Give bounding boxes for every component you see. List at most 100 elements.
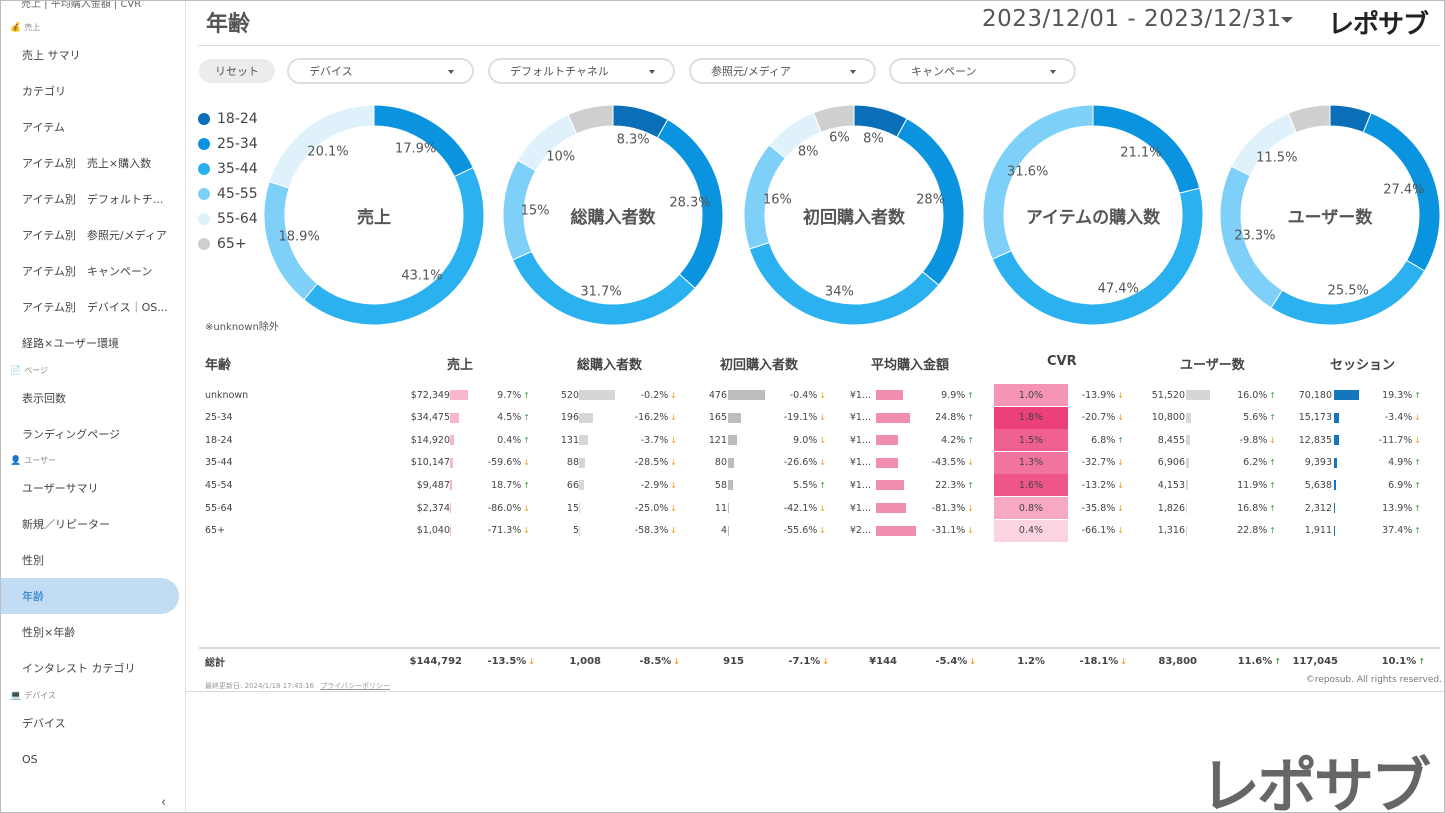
change-text: -18.1% xyxy=(1079,655,1119,667)
sidebar-item[interactable]: デバイス xyxy=(22,717,66,730)
age-label: 65+ xyxy=(205,525,226,537)
donut-chart: 売上 17.9% 43.1% 18.9% 20.1% xyxy=(264,105,484,325)
column-header[interactable]: 初回購入者数 xyxy=(720,358,799,373)
column-header[interactable]: ユーザー数 xyxy=(1180,358,1245,373)
table-row[interactable]: unknown $72,349 9.7% ↑ 520 -0.2% ↓ 476 -0.4% ↓ ¥1.… xyxy=(199,384,1440,406)
sales-change: -86.0% ↓ xyxy=(460,497,530,519)
sidebar-item[interactable]: アイテム別 キャンペーン xyxy=(22,265,153,278)
table-row[interactable]: 45-54 $9,487 18.7% ↑ 66 -2.9% ↓ 58 5.5% ↑ ¥1... 22.… xyxy=(199,474,1440,497)
first-bar xyxy=(728,503,729,513)
sidebar-item[interactable]: アイテム別 デバイス｜OS... xyxy=(22,301,168,314)
age-label: 35-44 xyxy=(205,457,233,469)
sidebar-item[interactable]: インタレスト カテゴリ xyxy=(22,662,136,675)
sidebar-item[interactable]: ランディングページ xyxy=(22,428,121,441)
donut-title: 総購入者数 xyxy=(570,207,656,228)
donut-slice[interactable] xyxy=(983,105,1094,260)
legend-label: 25-34 xyxy=(217,135,258,152)
table-row[interactable]: 65+ $1,040 -71.3% ↓ 5 -58.3% ↓ 4 -55.6% ↓ ¥2... -31… xyxy=(199,519,1440,542)
arrow-down-icon: ↓ xyxy=(1117,458,1124,468)
sidebar-item[interactable]: アイテム別 デフォルトチ... xyxy=(22,193,164,206)
users-change: 11.6% ↑ xyxy=(1211,650,1281,672)
sidebar-item[interactable]: アイテム別 参照元/メディア xyxy=(22,229,167,242)
filter-dropdown[interactable]: デバイス xyxy=(287,58,474,84)
legend-item[interactable]: 55-64 xyxy=(198,206,258,231)
sales-value: $72,349 xyxy=(410,389,450,401)
caret-down-icon[interactable] xyxy=(1281,17,1293,23)
sales-bar xyxy=(450,480,453,491)
change-text: 22.8% xyxy=(1237,525,1268,537)
column-header[interactable]: 平均購入金額 xyxy=(871,358,950,373)
sidebar-item[interactable]: 性別 xyxy=(22,554,44,567)
column-header[interactable]: 総購入者数 xyxy=(577,358,643,373)
users-value: 8,455 xyxy=(1157,434,1185,446)
change-text: -66.1% xyxy=(1081,525,1116,537)
sidebar-item[interactable]: 性別×年齢 xyxy=(22,626,76,639)
date-range-picker[interactable]: 2023/12/01 - 2023/12/31 xyxy=(982,6,1282,32)
users-value: 1,316 xyxy=(1157,525,1185,537)
column-header[interactable]: 年齢 xyxy=(205,358,232,373)
filter-dropdown[interactable]: デフォルトチャネル xyxy=(488,58,675,84)
arrow-up-icon: ↑ xyxy=(967,390,974,400)
donut-slice[interactable] xyxy=(812,105,855,133)
reset-button[interactable]: リセット xyxy=(199,59,275,83)
arrow-down-icon: ↓ xyxy=(819,503,826,513)
arrow-down-icon: ↓ xyxy=(670,503,677,513)
arrow-up-icon: ↑ xyxy=(967,435,974,445)
buyers-change: -3.7% ↓ xyxy=(607,429,677,451)
legend-item[interactable]: 18-24 xyxy=(198,106,258,131)
buyers-change: -0.2% ↓ xyxy=(607,384,677,406)
buyers-value: 66 xyxy=(566,479,579,491)
first-bar xyxy=(728,435,738,446)
first-value: 58 xyxy=(714,479,727,491)
privacy-policy-link[interactable]: プライバシーポリシー xyxy=(320,682,391,690)
filter-label: キャンペーン xyxy=(911,65,977,78)
users-change: 6.2% ↑ xyxy=(1206,452,1276,474)
arrow-down-icon: ↓ xyxy=(1269,435,1276,445)
donut-percent-label: 28% xyxy=(916,192,946,208)
sessions-value: 2,312 xyxy=(1304,502,1332,514)
sidebar-item[interactable]: 表示回数 xyxy=(22,392,66,405)
legend-item[interactable]: 35-44 xyxy=(198,156,258,181)
sales-change: 9.7% ↑ xyxy=(460,384,530,406)
cvr-change: -20.7% ↓ xyxy=(1054,407,1124,429)
arrow-down-icon: ↓ xyxy=(523,458,530,468)
donut-slice[interactable] xyxy=(1287,105,1331,134)
table-row[interactable]: 35-44 $10,147 -59.6% ↓ 88 -28.5% ↓ 80 -26.6% ↓ ¥1.… xyxy=(199,451,1440,474)
change-text: -26.6% xyxy=(783,457,818,469)
filter-dropdown[interactable]: キャンペーン xyxy=(889,58,1076,84)
sidebar-item[interactable]: 売上 サマリ xyxy=(22,49,81,62)
sidebar-item[interactable]: カテゴリ xyxy=(22,85,66,98)
sidebar-cut-item[interactable]: 売上 | 平均購入金額 | CVR xyxy=(21,1,142,10)
table-row[interactable]: 18-24 $14,920 0.4% ↑ 131 -3.7% ↓ 121 9.0% ↓ ¥1... 4… xyxy=(199,429,1440,452)
sidebar-item[interactable]: アイテム別 売上×購入数 xyxy=(22,157,152,170)
sidebar-section-label: ページ xyxy=(24,366,49,375)
sidebar-item[interactable]: アイテム xyxy=(22,121,65,134)
table-row[interactable]: 55-64 $2,374 -86.0% ↓ 15 -25.0% ↓ 11 -42.1% ↓ ¥1..… xyxy=(199,497,1440,519)
table-row[interactable]: 25-34 $34,475 4.5% ↑ 196 -16.2% ↓ 165 -19.1% ↓ ¥1.… xyxy=(199,406,1440,429)
arrow-up-icon: ↑ xyxy=(523,480,530,490)
column-header[interactable]: セッション xyxy=(1330,358,1396,373)
cvr-value: 1.6% xyxy=(994,474,1068,497)
sales-bar xyxy=(450,457,453,468)
sidebar-item[interactable]: 経路×ユーザー環境 xyxy=(22,337,119,350)
change-text: -13.2% xyxy=(1081,479,1116,491)
column-header[interactable]: 売上 xyxy=(447,358,474,373)
legend-item[interactable]: 25-34 xyxy=(198,131,258,156)
sidebar-item[interactable]: 新規／リピーター xyxy=(22,518,110,531)
age-label: 18-24 xyxy=(205,434,233,446)
sidebar-collapse-icon[interactable]: ‹ xyxy=(161,795,167,810)
legend-item[interactable]: 65+ xyxy=(198,231,258,256)
avg-bar xyxy=(876,390,903,400)
donut-slice[interactable] xyxy=(567,105,614,135)
avg-value: ¥1... xyxy=(849,412,871,424)
legend-item[interactable]: 45-55 xyxy=(198,181,258,206)
column-header[interactable]: CVR xyxy=(1047,354,1077,369)
sidebar-item[interactable]: OS xyxy=(22,752,38,766)
filter-dropdown[interactable]: 参照元/メディア xyxy=(689,58,876,84)
sidebar-item[interactable]: ユーザーサマリ xyxy=(22,482,99,495)
donut-slice[interactable] xyxy=(268,105,375,189)
donut-percent-label: 18.9% xyxy=(278,229,320,245)
donut-percent-label: 23.3% xyxy=(1234,228,1276,244)
change-text: -32.7% xyxy=(1081,457,1116,469)
sidebar-item[interactable]: 年齢 xyxy=(1,578,179,614)
